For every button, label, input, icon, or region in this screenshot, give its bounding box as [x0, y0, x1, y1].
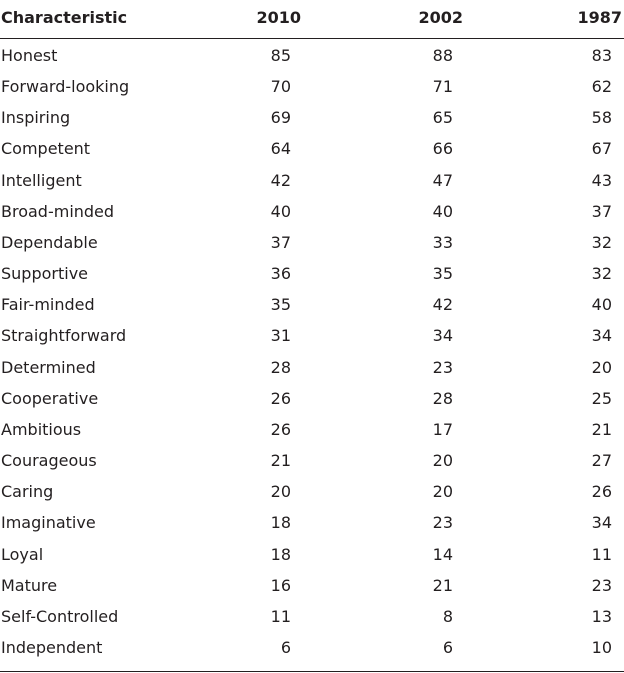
cell-value: 25: [591, 388, 612, 408]
column-header: 1987: [577, 8, 622, 27]
row-label: Competent: [1, 139, 91, 159]
column-header: 2002: [418, 8, 463, 27]
row-label: Broad-minded: [1, 201, 115, 221]
cell-value: 17: [432, 419, 453, 439]
cell-value: 31: [270, 326, 291, 346]
cell-value: 20: [432, 451, 453, 471]
cell-value: 37: [270, 232, 291, 252]
cell-value: 85: [270, 46, 291, 65]
row-label: Inspiring: [1, 108, 71, 128]
cell-value: 32: [591, 264, 612, 284]
cell-value: 37: [591, 201, 612, 221]
cell-value: 18: [270, 513, 291, 533]
row-label: Ambitious: [1, 419, 82, 439]
cell-value: 27: [591, 451, 612, 471]
column-header: Characteristic: [1, 8, 128, 27]
cell-value: 42: [270, 170, 291, 190]
row-label: Cooperative: [1, 388, 99, 408]
column-header: 2010: [256, 8, 301, 27]
row-label: Intelligent: [1, 170, 82, 190]
cell-value: 67: [591, 139, 612, 159]
row-label: Straightforward: [1, 326, 127, 346]
row-label: Honest: [1, 46, 58, 65]
row-label: Caring: [1, 482, 54, 502]
cell-value: 28: [270, 357, 291, 377]
cell-value: 65: [432, 108, 453, 128]
bottom-rule: [0, 671, 624, 672]
cell-value: 70: [270, 77, 291, 97]
cell-value: 32: [591, 232, 612, 252]
cell-value: 34: [591, 326, 612, 346]
cell-value: 21: [591, 419, 612, 439]
cell-value: 21: [270, 451, 291, 471]
cell-value: 42: [432, 295, 453, 315]
cell-value: 36: [270, 264, 291, 284]
cell-value: 64: [270, 139, 291, 159]
cell-value: 26: [591, 482, 612, 502]
row-label: Courageous: [1, 451, 97, 471]
row-label: Mature: [1, 575, 58, 595]
cell-value: 71: [432, 77, 453, 97]
cell-value: 35: [270, 295, 291, 315]
cell-value: 40: [591, 295, 612, 315]
cell-value: 28: [432, 388, 453, 408]
cell-value: 88: [432, 46, 453, 65]
cell-value: 20: [432, 482, 453, 502]
cell-value: 34: [432, 326, 453, 346]
cell-value: 26: [270, 419, 291, 439]
cell-value: 33: [432, 232, 453, 252]
cell-value: 13: [591, 606, 612, 626]
cell-value: 14: [432, 544, 453, 564]
cell-value: 20: [270, 482, 291, 502]
row-label: Determined: [1, 357, 96, 377]
cell-value: 58: [591, 108, 612, 128]
cell-value: 34: [591, 513, 612, 533]
cell-value: 23: [432, 513, 453, 533]
cell-value: 23: [591, 575, 612, 595]
row-label: Dependable: [1, 232, 98, 252]
cell-value: 8: [442, 606, 453, 626]
cell-value: 62: [591, 77, 612, 97]
row-label: Supportive: [1, 264, 89, 284]
cell-value: 23: [432, 357, 453, 377]
cell-value: 10: [591, 638, 612, 658]
cell-value: 43: [591, 170, 612, 190]
cell-value: 40: [270, 201, 291, 221]
row-label: Forward-looking: [1, 77, 130, 97]
cell-value: 83: [591, 46, 612, 65]
cell-value: 69: [270, 108, 291, 128]
row-label: Loyal: [1, 544, 44, 564]
row-label: Self-Controlled: [1, 606, 119, 626]
cell-value: 47: [432, 170, 453, 190]
cell-value: 40: [432, 201, 453, 221]
row-label: Imaginative: [1, 513, 96, 533]
cell-value: 35: [432, 264, 453, 284]
cell-value: 11: [591, 544, 612, 564]
row-label: Independent: [1, 638, 103, 658]
cell-value: 21: [432, 575, 453, 595]
header-rule: [0, 38, 624, 39]
cell-value: 20: [591, 357, 612, 377]
cell-value: 18: [270, 544, 291, 564]
cell-value: 16: [270, 575, 291, 595]
cell-value: 26: [270, 388, 291, 408]
row-label: Fair-minded: [1, 295, 95, 315]
cell-value: 6: [442, 638, 453, 658]
cell-value: 6: [280, 638, 291, 658]
cell-value: 11: [270, 606, 291, 626]
cell-value: 66: [432, 139, 453, 159]
